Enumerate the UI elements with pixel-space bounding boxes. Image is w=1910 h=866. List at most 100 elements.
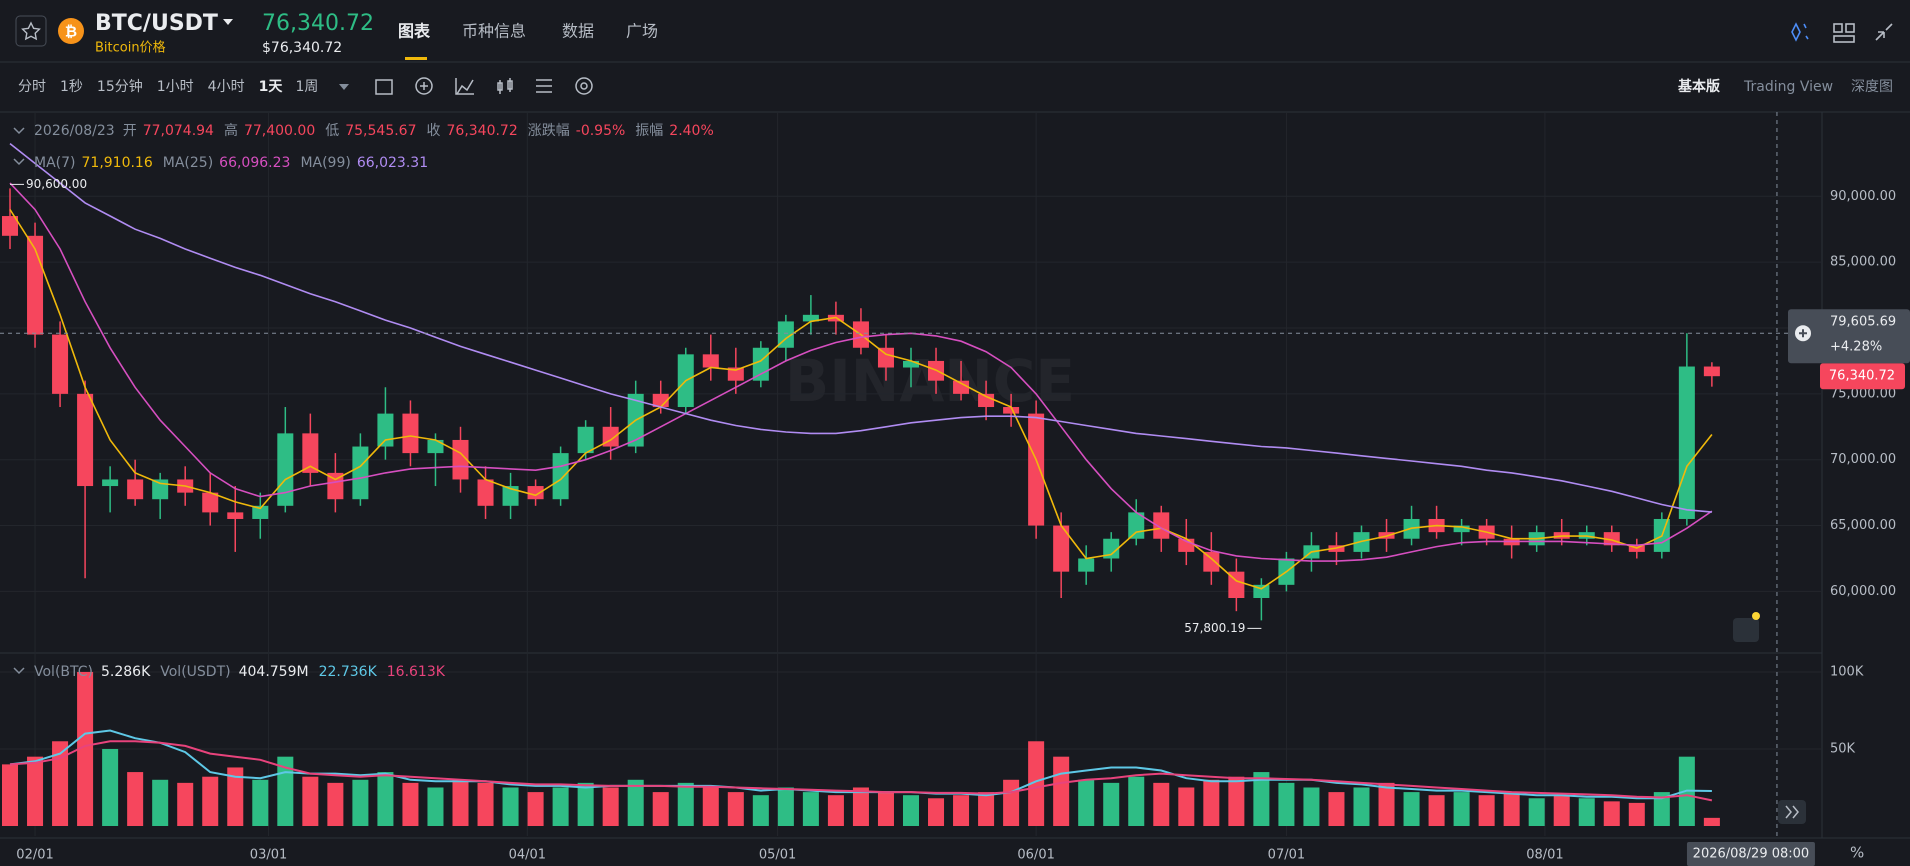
ohlc-legend-item: 76,340.72	[447, 123, 518, 139]
volume-bar	[177, 782, 194, 826]
volume-bar	[1503, 792, 1520, 826]
notes-button[interactable]	[1733, 618, 1759, 642]
volume-bar	[1603, 801, 1620, 826]
volume-bar	[1028, 741, 1045, 826]
candle-body	[978, 393, 995, 408]
vol-legend-value: 404.759M	[239, 664, 309, 680]
legend-caret[interactable]	[13, 158, 25, 166]
favorite-button[interactable]	[15, 15, 47, 47]
volume-bar	[1103, 782, 1120, 826]
ma-line	[9, 209, 1713, 590]
candle-body	[452, 439, 469, 480]
ohlc-legend-item: 低	[325, 123, 339, 139]
indicator-icon[interactable]	[415, 77, 433, 95]
volume-bar	[852, 787, 869, 826]
annotation-label: 57,800.19	[1184, 621, 1245, 635]
candle-body	[252, 505, 269, 519]
ohlc-legend-item: -0.95%	[576, 123, 626, 139]
candle-body	[127, 479, 144, 500]
active-tab-underline	[405, 57, 427, 60]
ma-legend-value: 66,023.31	[357, 155, 428, 171]
ma-legend-name: MA(7)	[34, 155, 76, 171]
symbol-caret[interactable]	[223, 19, 233, 25]
symbol[interactable]: BTC/USDT	[95, 11, 218, 36]
candle-body	[527, 486, 544, 500]
vol-legend-name: Vol(BTC)	[34, 664, 93, 680]
candle-body	[802, 314, 819, 322]
calendar-icon[interactable]	[375, 79, 393, 95]
view-button[interactable]: 基本版	[1678, 78, 1720, 95]
candle-body	[1453, 525, 1470, 533]
y-tick-label: 70,000.00	[1830, 452, 1896, 467]
candle-body	[427, 439, 444, 454]
volume-bar	[302, 776, 319, 826]
settings-icon[interactable]	[536, 79, 552, 93]
crosshair-price-box	[1788, 309, 1910, 364]
candle-body	[1053, 525, 1070, 572]
volume-bar	[527, 792, 544, 826]
nav-tab[interactable]: 图表	[398, 22, 431, 41]
volume-bar	[52, 741, 69, 826]
view-button[interactable]: 深度图	[1851, 79, 1893, 95]
legend-caret[interactable]	[13, 667, 25, 675]
layout-icon[interactable]	[1833, 23, 1843, 33]
volume-bar	[752, 795, 769, 826]
interval-button[interactable]: 4小时	[208, 79, 245, 95]
candle-body	[202, 492, 219, 513]
ohlc-legend-item: 2026/08/23	[34, 123, 115, 139]
interval-button[interactable]: 1秒	[60, 79, 83, 95]
volume-bar	[252, 779, 269, 826]
x-tick-label: 05/01	[759, 848, 796, 863]
interval-button[interactable]: 1周	[296, 79, 319, 95]
x-tick-label: 06/01	[1017, 848, 1054, 863]
x-tick-label: 03/01	[250, 848, 287, 863]
percent-toggle[interactable]: %	[1850, 844, 1864, 862]
ma-legend-name: MA(99)	[300, 155, 350, 171]
ohlc-legend-item: 77,400.00	[244, 123, 315, 139]
interval-button[interactable]: 1小时	[157, 79, 194, 95]
volume-bar	[877, 792, 894, 826]
volume-bar	[1003, 779, 1020, 826]
volume-bar	[602, 787, 619, 826]
volume-bar	[1653, 792, 1670, 826]
symbol-subtitle[interactable]: Bitcoin价格	[95, 40, 166, 56]
volume-bar	[27, 756, 44, 826]
candle-body	[102, 479, 119, 487]
vol-legend-name: Vol(USDT)	[160, 664, 230, 680]
nav-tab[interactable]: 广场	[626, 22, 658, 41]
volume-bar	[327, 782, 344, 826]
nav-tab[interactable]: 数据	[562, 22, 594, 41]
interval-button[interactable]: 15分钟	[97, 78, 143, 95]
volume-bar	[477, 782, 494, 826]
volume-bar	[777, 787, 794, 826]
interval-caret[interactable]	[339, 84, 349, 90]
candle-body	[552, 453, 569, 500]
last-price-tag	[1820, 363, 1905, 390]
crosshair-time-box	[1686, 842, 1815, 866]
candle-body	[402, 413, 419, 454]
ai-icon[interactable]	[1791, 22, 1809, 42]
candle-body	[1078, 558, 1095, 572]
view-button[interactable]: Trading View	[1743, 79, 1833, 95]
interval-button[interactable]: 分时	[18, 79, 46, 95]
interval-button[interactable]: 1天	[259, 79, 284, 95]
collapse-icon[interactable]	[1875, 23, 1893, 41]
layout-icon	[1833, 35, 1855, 43]
volume-bar	[227, 767, 244, 826]
legend-caret[interactable]	[13, 127, 25, 135]
candle-type-icon[interactable]	[497, 78, 513, 94]
candle-body	[1153, 512, 1170, 539]
more-icon[interactable]	[575, 77, 593, 95]
volume-tick-label: 50K	[1830, 741, 1856, 756]
ohlc-legend-item: 高	[224, 122, 238, 139]
volume-bar	[1078, 779, 1095, 826]
scroll-right-button[interactable]	[1778, 800, 1806, 824]
volume-bar	[1453, 792, 1470, 826]
candle-body	[152, 479, 169, 500]
nav-tab[interactable]: 币种信息	[462, 22, 526, 41]
candle-body	[502, 486, 519, 506]
line-tool-icon[interactable]	[455, 78, 474, 95]
candle-body	[877, 347, 894, 368]
volume-bar	[77, 671, 94, 826]
